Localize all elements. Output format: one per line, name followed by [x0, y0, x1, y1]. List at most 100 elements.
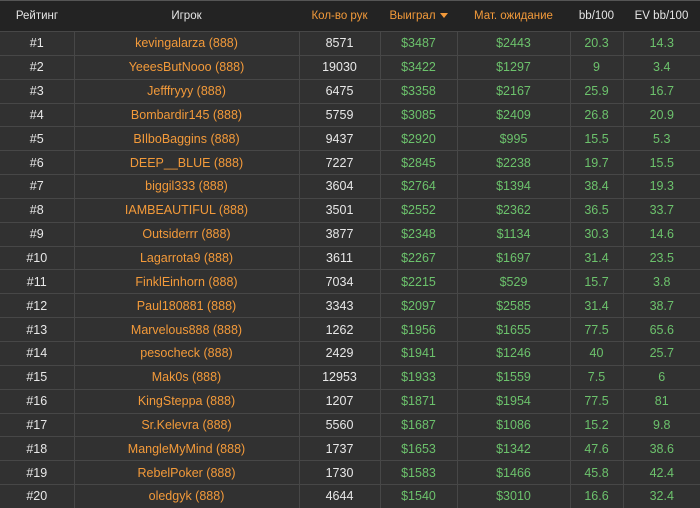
cell-hands: 6475	[298, 78, 380, 104]
caret-down-icon	[439, 13, 448, 19]
header-bb100[interactable]: bb/100	[570, 0, 623, 32]
table-row: #9 Outsiderrr (888) 3877 $2348 $1134 30.3 14.6	[0, 221, 700, 247]
cell-rank: #4	[0, 102, 74, 127]
table-row: #5 BIlboBaggins (888) 9437 $2920 $995 15.5 5.3	[0, 126, 700, 151]
player-link[interactable]: KingSteppa (888)	[73, 388, 299, 413]
header-evbb100[interactable]: EV bb/100	[623, 0, 700, 32]
cell-rank: #20	[0, 484, 74, 508]
cell-won: $3358	[379, 78, 457, 104]
player-link[interactable]: DEEP__BLUE (888)	[73, 150, 299, 175]
cell-hands: 5560	[298, 412, 380, 437]
cell-evbb100: 38.7	[622, 293, 700, 318]
cell-ev: $1394	[456, 174, 570, 199]
header-hands[interactable]: Кол-во рук	[299, 0, 380, 32]
player-link[interactable]: Mak0s (888)	[73, 364, 299, 390]
cell-evbb100: 9.8	[622, 412, 700, 437]
cell-evbb100: 33.7	[622, 197, 700, 223]
cell-rank: #12	[0, 293, 74, 318]
cell-evbb100: 42.4	[622, 460, 700, 485]
player-link[interactable]: pesocheck (888)	[73, 340, 299, 366]
table-row: #19 RebelPoker (888) 1730 $1583 $1466 45.8 42.…	[0, 460, 700, 485]
player-link[interactable]: Sr.Kelevra (888)	[73, 412, 299, 437]
player-link[interactable]: YeeesButNooo (888)	[73, 54, 299, 80]
cell-bb100: 25.9	[569, 78, 623, 104]
cell-bb100: 31.4	[569, 245, 623, 270]
cell-bb100: 9	[569, 54, 623, 80]
cell-evbb100: 5.3	[622, 126, 700, 151]
cell-won: $3085	[379, 102, 457, 127]
cell-ev: $2238	[456, 150, 570, 175]
cell-rank: #19	[0, 460, 74, 485]
cell-ev: $3010	[456, 484, 570, 508]
cell-bb100: 31.4	[569, 293, 623, 318]
cell-bb100: 16.6	[569, 484, 623, 508]
cell-rank: #18	[0, 436, 74, 461]
player-link[interactable]: MangleMyMind (888)	[73, 436, 299, 461]
header-player[interactable]: Игрок	[74, 0, 299, 32]
player-link[interactable]: RebelPoker (888)	[73, 460, 299, 485]
cell-ev: $1655	[456, 317, 570, 342]
cell-rank: #17	[0, 412, 74, 437]
cell-bb100: 36.5	[569, 197, 623, 223]
cell-hands: 1730	[298, 460, 380, 485]
cell-ev: $2362	[456, 197, 570, 223]
cell-won: $2764	[379, 174, 457, 199]
cell-won: $1687	[379, 412, 457, 437]
player-link[interactable]: Marvelous888 (888)	[73, 317, 299, 342]
table-row: #10 Lagarrota9 (888) 3611 $2267 $1697 31.4 23.…	[0, 245, 700, 270]
table-row: #20 oledgyk (888) 4644 $1540 $3010 16.6 32.4	[0, 484, 700, 508]
header-ev[interactable]: Мат. ожидание	[457, 0, 570, 32]
cell-won: $1941	[379, 340, 457, 366]
cell-rank: #16	[0, 388, 74, 413]
cell-bb100: 40	[569, 340, 623, 366]
player-link[interactable]: FinklEinhorn (888)	[73, 269, 299, 294]
cell-bb100: 7.5	[569, 364, 623, 390]
table-row: #7 biggil333 (888) 3604 $2764 $1394 38.4 19.3	[0, 174, 700, 199]
player-link[interactable]: IAMBEAUTIFUL (888)	[73, 197, 299, 223]
cell-hands: 1262	[298, 317, 380, 342]
cell-won: $1933	[379, 364, 457, 390]
cell-won: $2215	[379, 269, 457, 294]
player-link[interactable]: kevingalarza (888)	[73, 31, 299, 56]
cell-won: $1653	[379, 436, 457, 461]
player-link[interactable]: biggil333 (888)	[73, 174, 299, 199]
player-link[interactable]: Jefffryyy (888)	[73, 78, 299, 104]
player-link[interactable]: Paul180881 (888)	[73, 293, 299, 318]
cell-rank: #8	[0, 197, 74, 223]
player-link[interactable]: Lagarrota9 (888)	[73, 245, 299, 270]
player-link[interactable]: oledgyk (888)	[73, 484, 299, 508]
cell-evbb100: 15.5	[622, 150, 700, 175]
cell-evbb100: 3.8	[622, 269, 700, 294]
cell-won: $3422	[379, 54, 457, 80]
header-won[interactable]: Выиграл	[380, 0, 457, 32]
table-row: #13 Marvelous888 (888) 1262 $1956 $1655 77.5 6…	[0, 317, 700, 342]
cell-hands: 3501	[298, 197, 380, 223]
cell-hands: 5759	[298, 102, 380, 127]
cell-hands: 7034	[298, 269, 380, 294]
cell-rank: #14	[0, 340, 74, 366]
cell-evbb100: 14.3	[622, 31, 700, 56]
cell-hands: 4644	[298, 484, 380, 508]
header-rank[interactable]: Рейтинг	[0, 0, 74, 32]
cell-rank: #6	[0, 150, 74, 175]
cell-won: $3487	[379, 31, 457, 56]
cell-evbb100: 16.7	[622, 78, 700, 104]
cell-evbb100: 65.6	[622, 317, 700, 342]
cell-bb100: 20.3	[569, 31, 623, 56]
player-link[interactable]: Bombardir145 (888)	[73, 102, 299, 127]
cell-bb100: 30.3	[569, 221, 623, 247]
cell-ev: $1466	[456, 460, 570, 485]
cell-rank: #10	[0, 245, 74, 270]
cell-rank: #11	[0, 269, 74, 294]
cell-ev: $1559	[456, 364, 570, 390]
player-link[interactable]: Outsiderrr (888)	[73, 221, 299, 247]
cell-bb100: 15.2	[569, 412, 623, 437]
cell-won: $2097	[379, 293, 457, 318]
cell-hands: 3343	[298, 293, 380, 318]
cell-won: $2845	[379, 150, 457, 175]
cell-ev: $2585	[456, 293, 570, 318]
cell-ev: $1297	[456, 54, 570, 80]
cell-evbb100: 6	[622, 364, 700, 390]
player-link[interactable]: BIlboBaggins (888)	[73, 126, 299, 151]
